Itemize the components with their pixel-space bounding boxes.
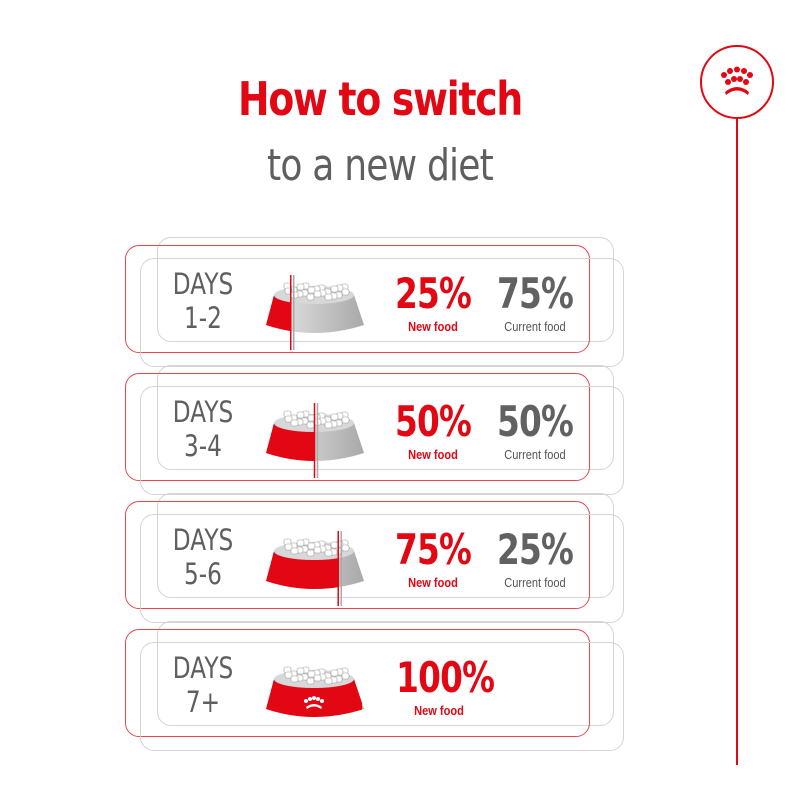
food-bowl-icon	[266, 531, 364, 606]
crown-logo-icon	[304, 696, 324, 709]
new-pct-value: 75%	[394, 525, 472, 574]
days-range: 3-4	[184, 429, 222, 463]
step-card: DAYS 5-6 75% New food 25% Current food	[0, 493, 800, 628]
card-red-outline	[125, 373, 590, 481]
new-pct-value: 50%	[394, 397, 472, 446]
days-range: 1-2	[184, 301, 222, 335]
new-food-percentage: 100% New food	[384, 653, 495, 719]
new-food-percentage: 75% New food	[378, 525, 488, 591]
new-food-percentage: 25% New food	[378, 269, 488, 335]
current-pct-label: Current food	[504, 447, 566, 462]
card-front-outline	[140, 386, 624, 495]
card-front-outline	[140, 642, 624, 751]
days-label: DAYS 3-4	[169, 395, 238, 463]
card-back-outline	[157, 365, 614, 470]
days-word: DAYS	[172, 651, 234, 685]
card-front-outline	[140, 258, 624, 367]
step-card: DAYS 7+ 100% New food	[0, 621, 800, 756]
days-range: 7+	[185, 685, 221, 719]
new-pct-label: New food	[408, 319, 458, 334]
days-range: 5-6	[184, 557, 222, 591]
days-word: DAYS	[172, 395, 234, 429]
title-line-1: How to switch	[237, 72, 523, 126]
days-label: DAYS 5-6	[169, 523, 238, 591]
food-bowl-icon	[266, 275, 364, 350]
title-line-2: to a new diet	[267, 140, 494, 191]
new-pct-value: 25%	[394, 269, 472, 318]
current-food-percentage: 50% Current food	[480, 397, 590, 463]
current-pct-value: 50%	[496, 397, 574, 446]
food-bowl-icon	[266, 666, 364, 717]
food-bowl-icon	[266, 403, 364, 478]
royal-canin-crown-icon	[721, 66, 753, 95]
card-back-outline	[157, 237, 614, 342]
new-pct-label: New food	[414, 703, 464, 718]
card-red-outline	[125, 629, 590, 737]
current-food-percentage: 25% Current food	[480, 525, 590, 591]
days-word: DAYS	[172, 267, 234, 301]
new-pct-label: New food	[408, 447, 458, 462]
days-label: DAYS 1-2	[169, 267, 238, 335]
current-pct-value: 25%	[496, 525, 574, 574]
step-card: DAYS 3-4 50% New food 50% Current food	[0, 365, 800, 500]
card-back-outline	[157, 493, 614, 598]
step-card: DAYS 1-2 25% New food 75% Current food	[0, 237, 800, 372]
current-pct-label: Current food	[504, 319, 566, 334]
current-pct-value: 75%	[496, 269, 574, 318]
days-word: DAYS	[172, 523, 234, 557]
card-back-outline	[157, 621, 614, 726]
card-red-outline	[125, 245, 590, 353]
new-pct-value: 100%	[396, 653, 495, 702]
card-front-outline	[140, 514, 624, 623]
current-pct-label: Current food	[504, 575, 566, 590]
new-pct-label: New food	[408, 575, 458, 590]
new-food-percentage: 50% New food	[378, 397, 488, 463]
timeline	[700, 45, 774, 765]
days-label: DAYS 7+	[169, 651, 238, 719]
card-red-outline	[125, 501, 590, 609]
current-food-percentage: 75% Current food	[480, 269, 590, 335]
